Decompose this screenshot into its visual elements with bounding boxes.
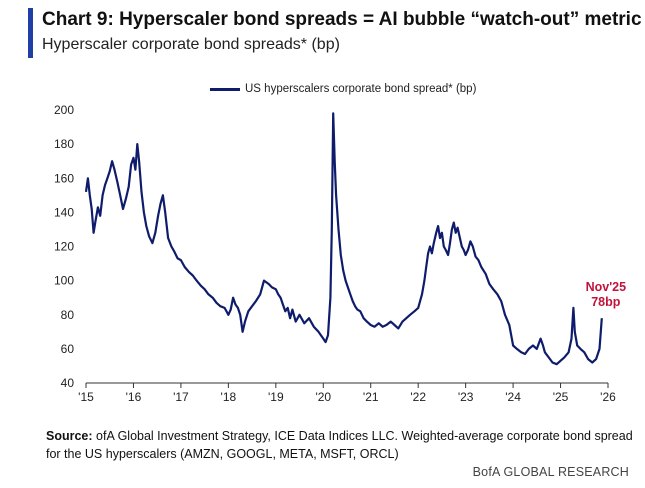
- x-tick-label: '24: [505, 390, 521, 404]
- source-text: ofA Global Investment Strategy, ICE Data…: [46, 429, 633, 461]
- x-tick-label: '17: [173, 390, 189, 404]
- chart-subtitle: Hyperscaler corporate bond spreads* (bp): [42, 36, 340, 53]
- y-tick-label: 80: [61, 308, 75, 322]
- y-tick-label: 40: [61, 376, 75, 390]
- y-tick-label: 120: [54, 240, 74, 254]
- x-tick-label: '21: [363, 390, 379, 404]
- y-tick-label: 180: [54, 137, 74, 151]
- annotation-date: Nov'25: [586, 280, 627, 294]
- annotation-value: 78bp: [591, 295, 621, 309]
- y-tick-label: 200: [54, 103, 74, 117]
- x-tick-label: '25: [553, 390, 569, 404]
- x-tick-label: '19: [268, 390, 284, 404]
- chart-title: Chart 9: Hyperscaler bond spreads = AI b…: [42, 9, 642, 30]
- chart-legend: US hyperscalers corporate bond spread* (…: [210, 83, 476, 95]
- x-tick-label: '23: [458, 390, 474, 404]
- x-tick-label: '22: [410, 390, 426, 404]
- axis-layer: 40 60 80 100 120 140 160 180 200 '15 '16 '17 '18 '19 '…: [54, 103, 616, 404]
- x-tick-label: '20: [315, 390, 331, 404]
- legend-line-swatch: [210, 87, 240, 91]
- y-tick-label: 140: [54, 205, 74, 219]
- y-tick-label: 60: [61, 342, 75, 356]
- source-note: Source: ofA Global Investment Strategy, …: [46, 427, 636, 463]
- title-accent-bar: [28, 8, 33, 58]
- y-tick-label: 100: [54, 274, 74, 288]
- x-tick-label: '18: [221, 390, 237, 404]
- plot-layer: [84, 112, 603, 366]
- x-tick-label: '15: [78, 390, 94, 404]
- legend-entry-label: US hyperscalers corporate bond spread* (…: [245, 83, 477, 95]
- series-line: [84, 112, 603, 366]
- footer-brand: BofA GLOBAL RESEARCH: [472, 465, 629, 479]
- source-label: Source:: [46, 429, 93, 443]
- x-tick-label: '16: [126, 390, 142, 404]
- x-tick-label: '26: [600, 390, 616, 404]
- y-tick-label: 160: [54, 171, 74, 185]
